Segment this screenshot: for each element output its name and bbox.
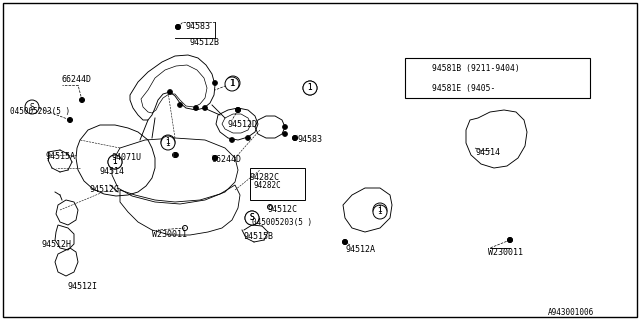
Text: S: S [250, 213, 254, 222]
Text: 94581E (9405-: 94581E (9405- [432, 84, 495, 92]
Circle shape [230, 138, 234, 142]
Text: W230011: W230011 [152, 230, 187, 239]
Text: 1: 1 [166, 139, 170, 148]
Circle shape [342, 239, 348, 244]
Circle shape [175, 25, 180, 29]
Circle shape [161, 136, 175, 150]
Circle shape [245, 211, 259, 225]
Text: A943001006: A943001006 [548, 308, 595, 317]
Text: 94581B (9211-9404): 94581B (9211-9404) [432, 63, 520, 73]
Circle shape [236, 108, 241, 113]
Circle shape [168, 90, 173, 94]
Circle shape [226, 76, 240, 90]
Bar [405, 58, 590, 98]
Text: 94282C: 94282C [253, 181, 281, 190]
Circle shape [108, 155, 122, 169]
Text: 94515B: 94515B [244, 232, 274, 241]
Circle shape [193, 106, 198, 110]
Text: 94583: 94583 [298, 135, 323, 144]
Text: 94512A: 94512A [345, 245, 375, 254]
Text: 1: 1 [378, 207, 382, 217]
Circle shape [373, 205, 387, 219]
Text: W230011: W230011 [488, 248, 523, 257]
Circle shape [225, 77, 239, 91]
Circle shape [79, 98, 84, 102]
Text: 045005203(5 ): 045005203(5 ) [10, 107, 70, 116]
Circle shape [303, 81, 317, 95]
Text: 94282C: 94282C [250, 173, 280, 182]
Circle shape [25, 100, 39, 114]
Text: 94515A: 94515A [45, 152, 75, 161]
Text: 1: 1 [230, 78, 236, 87]
Circle shape [303, 81, 317, 95]
Bar [250, 168, 305, 200]
Circle shape [292, 135, 298, 140]
Circle shape [212, 81, 218, 85]
Circle shape [177, 102, 182, 108]
Text: 045005203(5 ): 045005203(5 ) [252, 218, 312, 227]
Circle shape [67, 117, 72, 123]
Text: 1: 1 [166, 138, 170, 147]
Circle shape [373, 203, 387, 217]
Circle shape [212, 156, 218, 161]
Circle shape [282, 132, 287, 137]
Text: 94512H: 94512H [42, 240, 72, 249]
Text: 94512C: 94512C [268, 205, 298, 214]
Circle shape [202, 106, 207, 110]
Text: 94583: 94583 [185, 22, 210, 31]
Text: 1: 1 [230, 79, 234, 89]
Text: 66244D: 66244D [62, 75, 92, 84]
Text: 1: 1 [378, 205, 382, 214]
Circle shape [161, 135, 175, 149]
Text: 94071U: 94071U [112, 153, 142, 162]
Text: 1: 1 [113, 157, 117, 166]
Circle shape [292, 135, 298, 140]
Text: 94512I: 94512I [68, 282, 98, 291]
Circle shape [282, 124, 287, 130]
Circle shape [245, 211, 259, 225]
Circle shape [173, 153, 179, 157]
Circle shape [246, 135, 250, 140]
Text: 94514: 94514 [100, 167, 125, 176]
Text: 94512G: 94512G [90, 185, 120, 194]
Text: 94512B: 94512B [190, 38, 220, 47]
Circle shape [175, 25, 180, 29]
Text: 1: 1 [413, 63, 419, 73]
Text: 1: 1 [113, 157, 117, 166]
Text: 1: 1 [308, 84, 312, 92]
Text: 1: 1 [308, 84, 312, 92]
Circle shape [508, 237, 513, 243]
Text: 94512D: 94512D [228, 120, 258, 129]
Text: S: S [29, 102, 35, 111]
Circle shape [409, 61, 423, 75]
Text: 94514: 94514 [475, 148, 500, 157]
Circle shape [108, 155, 122, 169]
Text: 66244D: 66244D [212, 155, 242, 164]
Text: S: S [250, 213, 254, 222]
